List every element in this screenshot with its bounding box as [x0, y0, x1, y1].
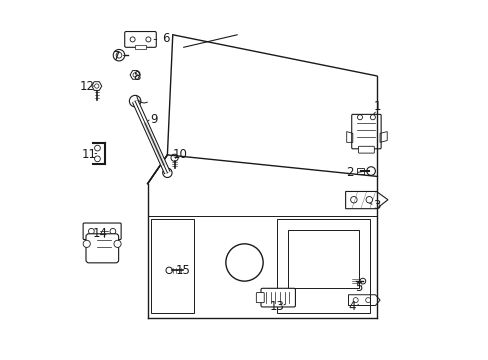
Text: 5: 5	[355, 281, 362, 294]
Text: 2: 2	[346, 166, 353, 179]
Circle shape	[171, 154, 178, 161]
Circle shape	[94, 156, 100, 162]
Polygon shape	[130, 71, 140, 79]
Text: 1: 1	[373, 100, 380, 113]
Bar	[135, 45, 145, 49]
FancyBboxPatch shape	[351, 114, 380, 149]
FancyBboxPatch shape	[86, 234, 119, 263]
Bar	[357, 168, 363, 174]
Text: 6: 6	[162, 32, 169, 45]
Circle shape	[165, 267, 172, 274]
FancyBboxPatch shape	[358, 146, 373, 153]
Text: 11: 11	[82, 148, 97, 161]
Polygon shape	[92, 82, 102, 90]
Circle shape	[94, 145, 100, 151]
Circle shape	[129, 95, 141, 107]
Text: 10: 10	[172, 148, 187, 161]
Circle shape	[359, 278, 365, 284]
Text: 9: 9	[150, 113, 158, 126]
FancyBboxPatch shape	[256, 293, 264, 303]
Text: 12: 12	[80, 80, 95, 93]
Text: 14: 14	[93, 227, 108, 240]
Text: 3: 3	[373, 199, 380, 212]
Circle shape	[83, 240, 90, 247]
Text: 13: 13	[269, 300, 284, 313]
Circle shape	[114, 240, 121, 247]
Circle shape	[113, 49, 124, 61]
FancyBboxPatch shape	[261, 288, 295, 307]
Text: 8: 8	[133, 69, 141, 82]
FancyBboxPatch shape	[83, 223, 121, 239]
Text: 7: 7	[113, 50, 121, 63]
Circle shape	[163, 168, 172, 177]
Text: 4: 4	[347, 300, 355, 313]
FancyBboxPatch shape	[124, 32, 156, 47]
Text: 15: 15	[176, 264, 191, 277]
